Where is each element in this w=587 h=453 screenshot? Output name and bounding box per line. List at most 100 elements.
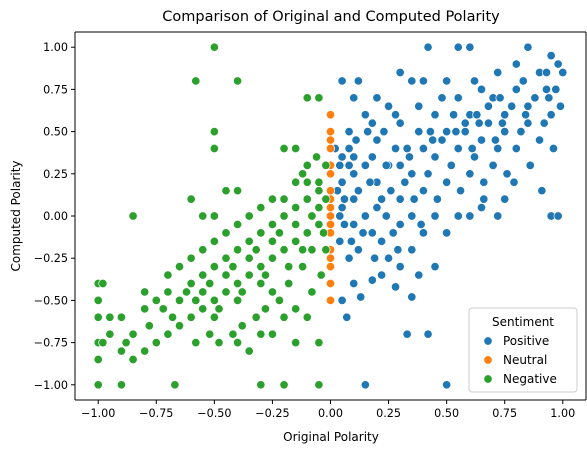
point-negative-73 (284, 278, 294, 289)
point-negative-122 (144, 321, 154, 331)
point-positive-163 (479, 194, 489, 204)
point-positive-51 (390, 282, 401, 292)
point-negative-106 (163, 270, 173, 280)
point-positive-78 (500, 110, 510, 120)
point-negative-128 (251, 245, 261, 255)
point-negative-79 (214, 338, 224, 348)
point-positive-11 (553, 59, 563, 69)
y-axis-ticks: −1.00 −0.75 −0.50 −0.25 0.00 0.25 0.50 0.75 1.00 (34, 41, 75, 392)
point-positive-77 (476, 84, 487, 94)
point-positive-107 (423, 169, 433, 179)
point-positive-160 (497, 118, 507, 128)
chart-title: Comparison of Original and Computed Pola… (162, 9, 500, 25)
y-tick-label: 0.50 (43, 126, 68, 139)
point-negative-95 (221, 270, 231, 280)
point-positive-123 (363, 127, 373, 137)
point-positive-98 (349, 219, 359, 229)
x-tick-label: 0.50 (434, 407, 459, 420)
point-neutral-9 (325, 211, 336, 221)
point-positive-140 (346, 236, 356, 246)
point-negative-28 (170, 380, 180, 390)
point-positive-116 (530, 93, 540, 103)
point-negative-85 (291, 338, 301, 348)
point-negative-118 (237, 287, 247, 297)
point-positive-122 (381, 211, 391, 221)
point-positive-139 (335, 211, 345, 221)
point-positive-100 (344, 143, 354, 154)
point-neutral-2 (325, 135, 336, 145)
point-positive-111 (469, 152, 480, 162)
point-positive-48 (356, 292, 366, 302)
point-positive-25 (337, 203, 347, 213)
point-positive-60 (384, 253, 394, 263)
point-negative-102 (256, 203, 266, 213)
point-positive-113 (493, 143, 503, 154)
point-negative-104 (209, 236, 219, 246)
point-positive-0 (423, 42, 433, 52)
y-tick-label: 0.00 (43, 210, 68, 223)
point-negative-13 (314, 186, 324, 196)
point-negative-83 (244, 346, 254, 356)
point-positive-39 (465, 211, 475, 221)
point-positive-87 (500, 127, 510, 137)
point-positive-154 (541, 67, 552, 78)
point-positive-66 (418, 143, 428, 154)
point-positive-136 (390, 110, 401, 120)
x-tick-label: −0.25 (255, 407, 289, 420)
point-negative-127 (228, 262, 238, 272)
point-positive-15 (493, 67, 503, 78)
point-negative-2 (233, 76, 243, 86)
point-positive-151 (472, 110, 482, 120)
point-positive-72 (349, 152, 359, 162)
point-positive-156 (404, 152, 415, 162)
point-negative-99 (314, 203, 324, 213)
point-negative-1 (191, 76, 201, 86)
point-negative-6 (209, 143, 219, 154)
point-positive-13 (541, 84, 552, 94)
point-negative-45 (256, 262, 266, 272)
point-negative-16 (209, 211, 219, 221)
point-negative-125 (181, 287, 192, 297)
point-positive-127 (456, 186, 466, 196)
point-negative-40 (198, 304, 208, 314)
point-positive-101 (353, 186, 363, 196)
point-negative-134 (256, 329, 266, 339)
point-negative-133 (312, 152, 322, 162)
point-neutral-6 (325, 186, 336, 196)
point-positive-4 (442, 76, 452, 86)
point-positive-19 (360, 110, 370, 120)
point-negative-60 (221, 253, 231, 263)
point-positive-164 (509, 177, 519, 187)
x-tick-label: 1.00 (550, 407, 575, 420)
point-positive-109 (446, 160, 456, 170)
point-negative-119 (214, 304, 224, 314)
point-negative-42 (221, 287, 231, 297)
point-negative-64 (267, 219, 277, 229)
point-positive-138 (344, 160, 354, 170)
point-negative-43 (233, 278, 243, 289)
point-negative-24 (98, 338, 108, 348)
point-negative-21 (93, 312, 103, 322)
point-negative-72 (298, 262, 308, 272)
point-negative-117 (260, 270, 271, 280)
point-negative-68 (314, 177, 324, 187)
point-negative-97 (267, 236, 277, 246)
point-negative-14 (186, 194, 196, 204)
x-tick-label: 0.25 (376, 407, 401, 420)
legend-label-neutral: Neutral (503, 353, 547, 367)
point-positive-32 (388, 228, 398, 238)
point-negative-11 (302, 160, 312, 170)
point-negative-88 (307, 287, 317, 297)
point-positive-38 (453, 211, 463, 221)
point-positive-150 (449, 110, 459, 120)
point-positive-96 (395, 194, 405, 204)
point-positive-9 (337, 76, 347, 86)
point-positive-37 (442, 228, 452, 238)
point-positive-17 (353, 76, 363, 86)
legend-items: Positive Neutral Negative (483, 334, 557, 386)
point-positive-27 (335, 236, 345, 246)
point-negative-69 (321, 194, 331, 204)
point-negative-27 (116, 380, 126, 390)
point-negative-131 (321, 245, 331, 255)
point-positive-36 (430, 211, 440, 221)
